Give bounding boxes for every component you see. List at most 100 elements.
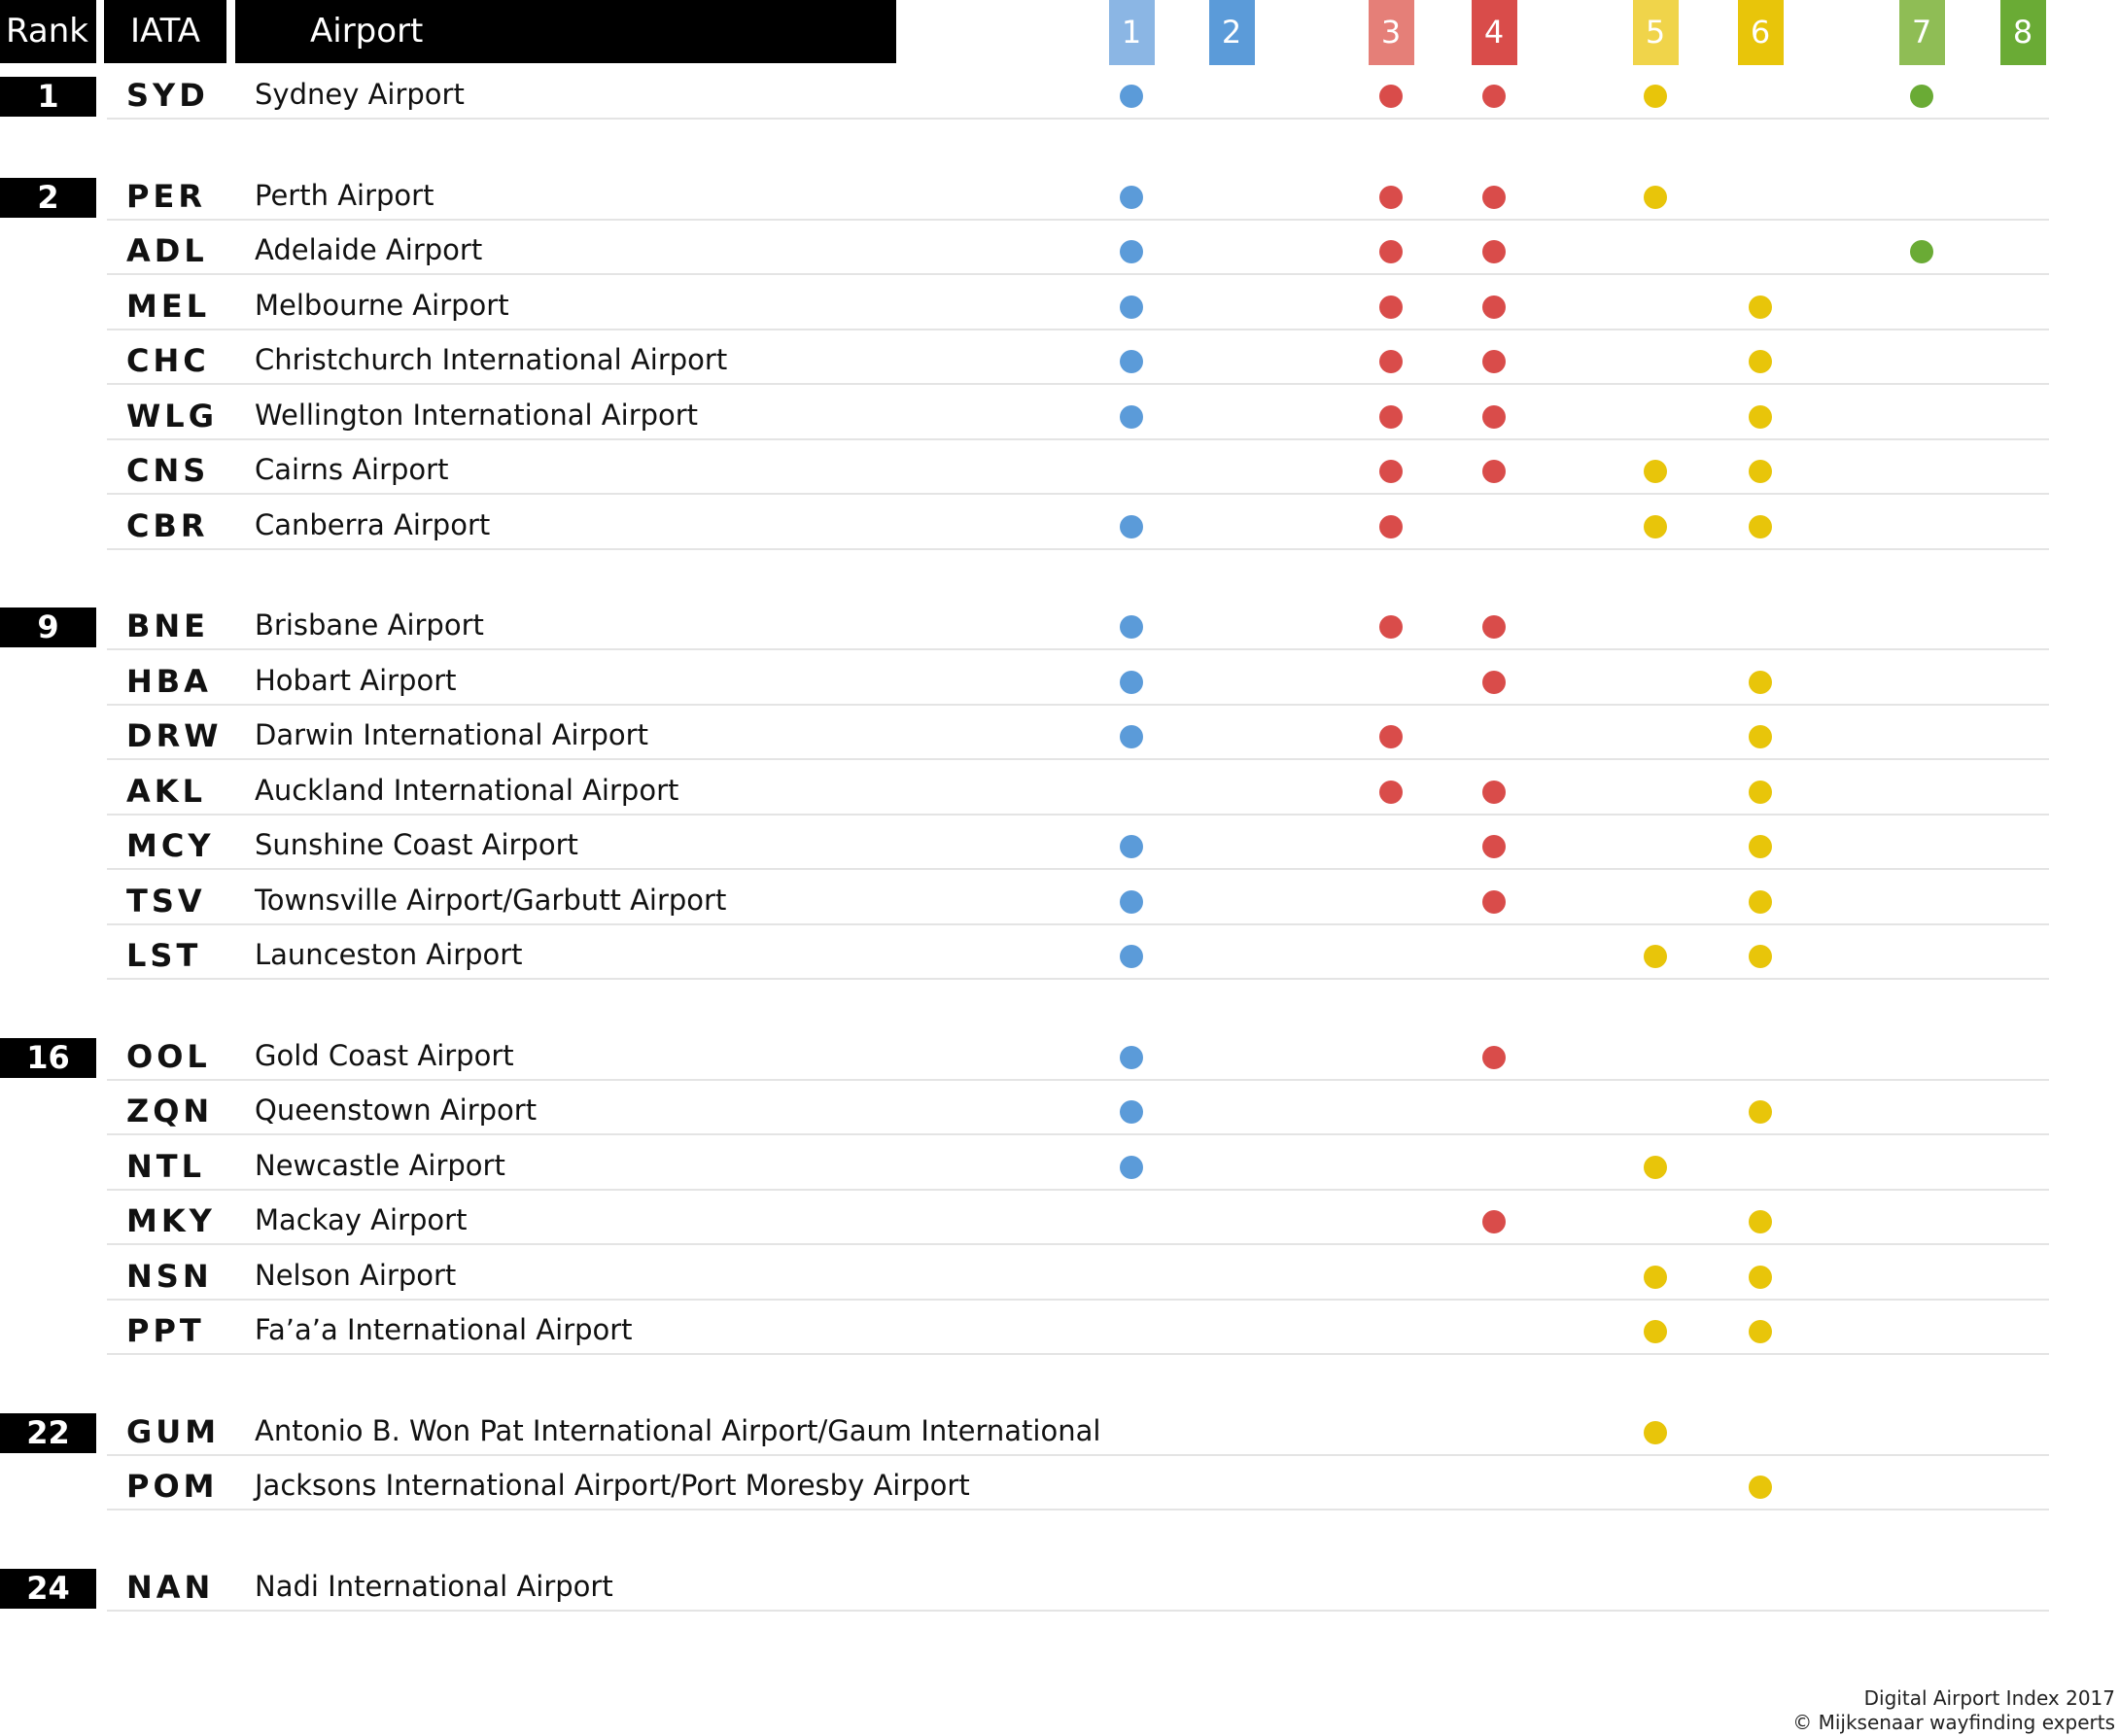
criteria-dot-4 — [1482, 670, 1506, 694]
criteria-header-5: 5 — [1632, 0, 1679, 65]
criteria-dot-6 — [1749, 1476, 1772, 1499]
criteria-dot-1 — [1120, 514, 1143, 538]
row-divider — [107, 1188, 2049, 1191]
iata-code: AKL — [126, 772, 206, 810]
airport-name: Christchurch International Airport — [255, 343, 728, 376]
row-divider — [107, 493, 2049, 495]
iata-code: PER — [126, 177, 206, 215]
iata-code: WLG — [126, 397, 218, 434]
rank-badge: 22 — [0, 1412, 96, 1453]
airport-name: Darwin International Airport — [255, 718, 648, 751]
row-divider — [107, 922, 2049, 925]
row-divider — [107, 703, 2049, 706]
criteria-dot-5 — [1644, 1155, 1667, 1179]
rank-badge: 9 — [0, 608, 96, 647]
iata-code: BNE — [126, 608, 210, 644]
criteria-dot-1 — [1120, 889, 1143, 914]
criteria-dot-3 — [1379, 350, 1403, 373]
rank-badge: 24 — [0, 1568, 96, 1609]
airport-name: Cairns Airport — [255, 453, 449, 486]
criteria-dot-3 — [1379, 460, 1403, 483]
criteria-dot-6 — [1749, 1210, 1772, 1233]
row-divider — [107, 1353, 2049, 1355]
airport-name: Jacksons International Airport/Port More… — [255, 1469, 970, 1502]
airport-name: Sydney Airport — [255, 78, 465, 111]
rank-badge: 16 — [0, 1037, 96, 1078]
criteria-dot-4 — [1482, 835, 1506, 858]
criteria-dot-1 — [1120, 185, 1143, 209]
airport-name: Queenstown Airport — [255, 1094, 538, 1127]
iata-code: CHC — [126, 342, 210, 379]
row-divider — [107, 118, 2049, 120]
criteria-dot-5 — [1644, 185, 1667, 209]
criteria-dot-6 — [1749, 1265, 1772, 1289]
criteria-dot-1 — [1120, 85, 1143, 108]
criteria-dot-3 — [1379, 725, 1403, 748]
airport-name: Sunshine Coast Airport — [255, 828, 578, 861]
criteria-dot-5 — [1644, 514, 1667, 538]
criteria-dot-4 — [1482, 350, 1506, 373]
airport-name: Antonio B. Won Pat International Airport… — [255, 1413, 1101, 1447]
criteria-dot-6 — [1749, 670, 1772, 694]
criteria-header-2: 2 — [1208, 0, 1255, 65]
row-divider — [107, 1453, 2049, 1456]
criteria-dot-5 — [1644, 1265, 1667, 1289]
footer-title: Digital Airport Index 2017 — [1863, 1686, 2115, 1710]
airport-name: Perth Airport — [255, 178, 434, 212]
iata-code: ADL — [126, 232, 208, 269]
criteria-header-8: 8 — [1999, 0, 2046, 65]
row-divider — [107, 218, 2049, 221]
row-divider — [107, 868, 2049, 870]
criteria-dot-5 — [1644, 460, 1667, 483]
criteria-dot-1 — [1120, 835, 1143, 858]
criteria-dot-6 — [1749, 889, 1772, 914]
rank-badge: 2 — [0, 177, 96, 218]
iata-code: TSV — [126, 882, 206, 920]
iata-code: OOL — [126, 1037, 211, 1075]
criteria-dot-6 — [1749, 1320, 1772, 1343]
row-divider — [107, 1509, 2049, 1510]
row-divider — [107, 648, 2049, 650]
criteria-dot-1 — [1120, 1100, 1143, 1124]
criteria-dot-4 — [1482, 460, 1506, 483]
criteria-dot-3 — [1379, 295, 1403, 319]
criteria-dot-6 — [1749, 404, 1772, 429]
airport-name: Melbourne Airport — [255, 288, 509, 322]
iata-code: LST — [126, 937, 202, 974]
criteria-dot-1 — [1120, 1045, 1143, 1069]
criteria-dot-5 — [1644, 945, 1667, 968]
criteria-dot-4 — [1482, 404, 1506, 429]
criteria-dot-1 — [1120, 295, 1143, 319]
header-iata: IATA — [104, 0, 226, 63]
iata-code: GUM — [126, 1412, 221, 1450]
airport-name: Townsville Airport/Garbutt Airport — [255, 883, 727, 917]
row-divider — [107, 437, 2049, 440]
criteria-dot-6 — [1749, 835, 1772, 858]
criteria-header-1: 1 — [1108, 0, 1155, 65]
criteria-dot-4 — [1482, 185, 1506, 209]
criteria-dot-6 — [1749, 350, 1772, 373]
iata-code: SYD — [126, 77, 209, 114]
row-divider — [107, 1078, 2049, 1081]
airport-name: Nadi International Airport — [255, 1569, 613, 1603]
airport-name: Launceston Airport — [255, 938, 523, 971]
criteria-dot-4 — [1482, 295, 1506, 319]
criteria-dot-1 — [1120, 240, 1143, 263]
criteria-dot-1 — [1120, 404, 1143, 429]
criteria-dot-6 — [1749, 945, 1772, 968]
criteria-dot-5 — [1644, 1320, 1667, 1343]
iata-code: NTL — [126, 1147, 205, 1185]
row-divider — [107, 1609, 2049, 1612]
rank-badge: 1 — [0, 77, 96, 117]
footer: Digital Airport Index 2017 © Mijksenaar … — [1792, 1686, 2115, 1735]
iata-code: NSN — [126, 1257, 213, 1295]
criteria-dot-6 — [1749, 460, 1772, 483]
row-divider — [107, 1133, 2049, 1135]
airport-name: Mackay Airport — [255, 1203, 468, 1236]
airport-name: Auckland International Airport — [255, 773, 679, 807]
airport-name: Newcastle Airport — [255, 1148, 505, 1182]
iata-code: HBA — [126, 662, 212, 700]
criteria-dot-4 — [1482, 1210, 1506, 1233]
criteria-header-7: 7 — [1898, 0, 1945, 65]
row-divider — [107, 273, 2049, 275]
